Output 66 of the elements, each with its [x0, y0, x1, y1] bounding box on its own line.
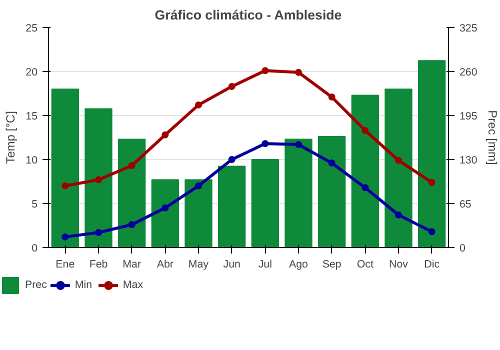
x-tick-label: Abr [156, 258, 174, 270]
bar [118, 138, 146, 248]
bar [251, 159, 279, 248]
point [95, 176, 102, 184]
y2-axis-title: Prec [mm] [485, 110, 500, 165]
y-tick-label: 5 [32, 198, 38, 210]
point [362, 184, 369, 192]
y-tick-label: 15 [26, 110, 38, 122]
point [228, 82, 236, 90]
point [362, 126, 369, 134]
point [428, 178, 436, 186]
y2-tick-label: 260 [460, 66, 478, 78]
y-tick-label: 20 [26, 66, 38, 78]
bar [51, 88, 79, 248]
bar [418, 60, 446, 248]
bar [218, 166, 246, 248]
point [62, 233, 69, 240]
y2-tick-label: 130 [460, 154, 478, 166]
x-tick-label: Jun [223, 258, 240, 270]
x-tick-label: Ago [289, 258, 308, 270]
point [395, 156, 402, 164]
point [128, 221, 136, 228]
bar [84, 108, 112, 248]
y-tick-label: 25 [26, 22, 38, 34]
bar [318, 136, 346, 248]
y2-tick-label: 195 [460, 110, 478, 122]
x-tick-label: Ene [56, 258, 75, 270]
x-tick-label: Jul [258, 258, 272, 270]
y2-tick-label: 65 [460, 198, 472, 210]
point [428, 228, 436, 236]
x-tick-label: Dic [424, 258, 440, 270]
legend-label: Min [74, 279, 94, 291]
bar [384, 88, 412, 248]
y-axis-title: Temp [°C] [4, 111, 18, 164]
x-tick-label: Feb [89, 258, 108, 270]
point [328, 160, 336, 167]
legend-label: Max [122, 279, 144, 291]
point [62, 182, 69, 190]
x-tick-label: Oct [356, 258, 374, 270]
bar [284, 138, 312, 248]
y-tick-label: 0 [32, 242, 38, 254]
point [395, 211, 402, 218]
point [262, 140, 269, 148]
point [162, 131, 169, 138]
point [195, 101, 202, 108]
y-tick-label: 10 [26, 154, 38, 166]
chart-title: Gráfico climático - Ambleside [154, 8, 342, 22]
y2-tick-label: 325 [460, 22, 478, 34]
legend-label: Prec [25, 279, 47, 291]
point [228, 156, 236, 163]
point [295, 68, 302, 76]
x-tick-label: May [188, 258, 210, 270]
x-tick-label: Mar [122, 258, 142, 270]
bar [184, 179, 212, 248]
point [95, 229, 102, 236]
point [195, 182, 202, 190]
point [328, 94, 336, 101]
y2-tick-label: 0 [460, 242, 466, 254]
bar [151, 179, 179, 248]
x-tick-label: Nov [389, 258, 409, 270]
x-tick-label: Sep [322, 258, 342, 270]
point [128, 162, 136, 170]
bar [351, 94, 379, 248]
point [295, 141, 302, 148]
point [262, 67, 269, 74]
point [162, 204, 169, 212]
